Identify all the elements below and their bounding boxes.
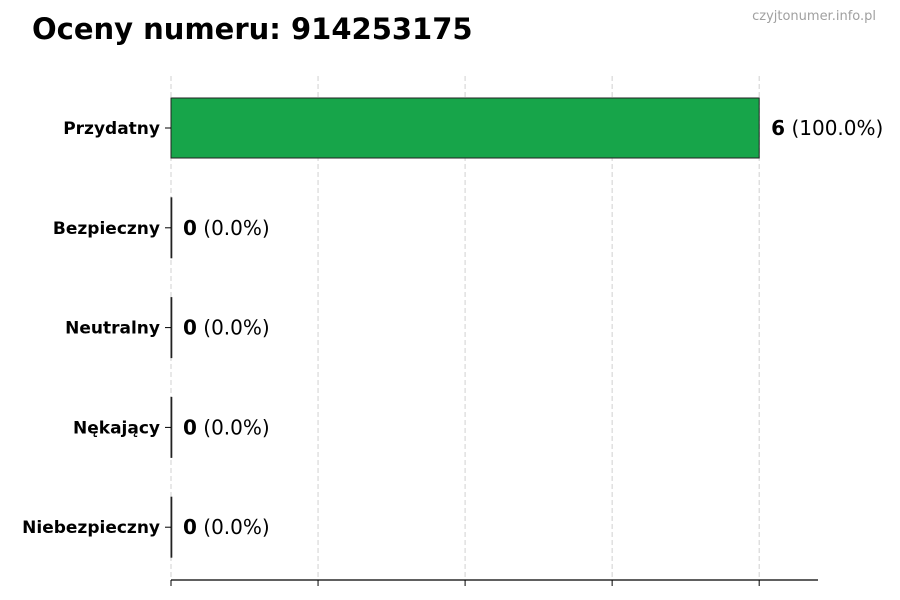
bar (170, 97, 760, 159)
data-label: 0 (0.0%) (183, 216, 270, 240)
y-tick-label: Przydatny (63, 119, 160, 139)
data-label-value: 0 (183, 216, 197, 240)
data-label-value: 0 (183, 316, 197, 340)
y-tick-label: Nękający (73, 418, 160, 438)
data-label-value: 6 (771, 116, 785, 140)
bar (170, 496, 173, 558)
bar (170, 197, 173, 259)
data-label-percent: (0.0%) (197, 415, 270, 439)
bar (170, 297, 173, 359)
data-label: 0 (0.0%) (183, 415, 270, 439)
data-label-percent: (0.0%) (197, 216, 270, 240)
watermark: czyjtonumer.info.pl (752, 9, 876, 24)
data-label-percent: (0.0%) (197, 515, 270, 539)
y-tick-label: Bezpieczny (53, 219, 160, 239)
chart-title: Oceny numeru: 914253175 (32, 12, 473, 46)
data-label-value: 0 (183, 515, 197, 539)
data-label-percent: (0.0%) (197, 316, 270, 340)
data-label: 0 (0.0%) (183, 316, 270, 340)
data-label: 0 (0.0%) (183, 515, 270, 539)
data-label: 6 (100.0%) (771, 116, 883, 140)
y-tick-label: Neutralny (65, 319, 160, 339)
bar (170, 396, 173, 458)
y-tick-label: Niebezpieczny (22, 518, 160, 538)
data-label-percent: (100.0%) (785, 116, 883, 140)
data-label-value: 0 (183, 415, 197, 439)
